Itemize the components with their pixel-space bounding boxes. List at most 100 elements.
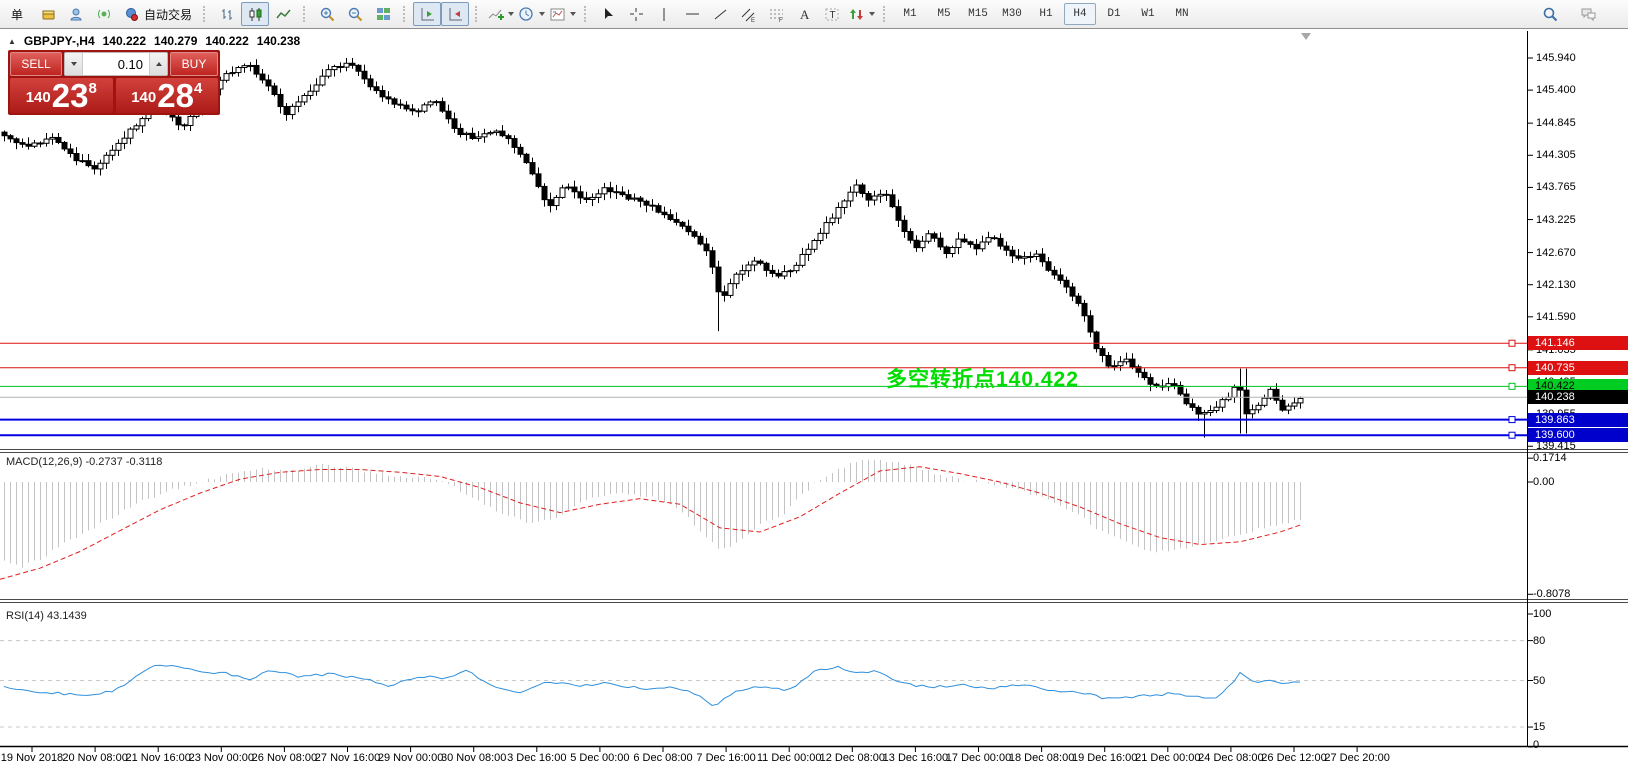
rsi-scale-label: 80 [1533,634,1546,647]
crosshair-button[interactable] [622,2,650,26]
line-chart-button[interactable] [269,2,297,26]
time-axis-label: 19 Dec 16:00 [1071,752,1138,764]
chat-button[interactable] [1574,2,1602,26]
autoscroll-icon [419,6,436,23]
timeframe-m5-button-label: M5 [937,8,951,20]
candlesticks [1,58,1304,438]
sell-price-display[interactable]: 140 23 8 [10,78,113,113]
bar-chart-button[interactable] [213,2,241,26]
level-handle-140.735[interactable] [1508,364,1516,372]
level-handle-140.422[interactable] [1508,382,1516,390]
timeframe-m5-button[interactable]: M5 [928,3,960,25]
timeframe-m1-button[interactable]: M1 [894,3,926,25]
periods-button[interactable] [516,2,547,26]
rsi-indicator-label: RSI(14) 43.1439 [6,610,87,622]
time-axis-label: 18 Dec 08:00 [1008,752,1075,764]
vertical-line-button[interactable] [650,2,678,26]
timeframe-w1-button[interactable]: W1 [1132,3,1164,25]
time-axis-label: 29 Nov 00:00 [377,752,444,764]
price-level-label: 140.735 [1528,360,1628,375]
ohlc-low: 140.222 [205,34,249,48]
signals-button[interactable] [90,2,118,26]
volume-input[interactable] [83,53,149,75]
toolbar-grip [203,6,209,22]
time-axis-label: 21 Dec 00:00 [1135,752,1201,764]
sell-button[interactable]: SELL [10,52,62,76]
tile-windows-button[interactable] [369,2,397,26]
toolbar-group-tools [469,0,578,28]
vertical-line-icon [656,6,673,23]
indicators-button[interactable] [485,2,516,26]
toolbar-grip [883,6,889,22]
arrows-button[interactable] [846,2,877,26]
terminal-icon [68,6,85,23]
candlestick-icon [247,6,264,23]
rsi-scale-label: 50 [1533,674,1546,687]
time-axis-label: 11 Dec 00:00 [756,752,822,764]
horizontal-line-button[interactable] [678,2,706,26]
signals-icon [96,6,113,23]
timeframe-h1-button[interactable]: H1 [1030,3,1062,25]
time-axis-label: 23 Nov 00:00 [188,752,255,764]
collapse-panel-icon[interactable]: ▲ [8,36,16,46]
timeframe-m15-button-label: M15 [968,8,988,20]
toolbar-right [1536,2,1628,26]
autotrading-button[interactable]: 自动交易 [118,2,197,26]
channel-button[interactable]: E [734,2,762,26]
new-order-button[interactable]: 单 [0,2,34,26]
volume-increase-button[interactable] [149,53,167,75]
rsi-scale-label: 0 [1533,739,1540,751]
volume-decrease-button[interactable] [65,53,83,75]
autoscroll-button[interactable] [413,2,442,26]
timeframe-h4-button[interactable]: H4 [1064,3,1097,25]
chart-text-annotation[interactable]: 多空转折点140.422 [886,368,1079,391]
price-axis-tick: 145.400 [1536,84,1576,97]
time-axis-label: 12 Dec 08:00 [819,752,886,764]
ohlc-open: 140.222 [102,34,147,48]
timeframe-m15-button[interactable]: M15 [962,3,994,25]
time-axis-label: 6 Dec 08:00 [633,752,693,764]
rsi-line [3,664,1301,706]
timeframe-d1-button-label: D1 [1107,8,1121,20]
timeframe-d1-button[interactable]: D1 [1098,3,1130,25]
time-axis-label: 27 Dec 20:00 [1324,752,1390,764]
price-axis-tick: 142.670 [1536,246,1576,259]
time-axis-label: 3 Dec 16:00 [507,752,567,764]
trendline-button[interactable] [706,2,734,26]
terminal-button[interactable] [62,2,90,26]
templates-button[interactable] [547,2,578,26]
fibonacci-button[interactable]: F [762,2,790,26]
macd-scale-label: 0.1714 [1533,452,1567,465]
price-axis-tick: 143.765 [1536,181,1576,194]
timeframe-m30-button[interactable]: M30 [996,3,1028,25]
buy-price-display[interactable]: 140 28 4 [115,78,218,113]
horizontal-line-icon [684,6,701,23]
autotrading-button-label: 自动交易 [144,7,193,22]
search-button[interactable] [1536,2,1564,26]
level-handle-141.146[interactable] [1508,339,1516,347]
zoom-out-button[interactable] [341,2,369,26]
arrows-icon [848,6,865,23]
cursor-button[interactable] [594,2,622,26]
timeframe-mn-button[interactable]: MN [1166,3,1198,25]
candlestick-button[interactable] [241,2,270,26]
svg-text:T: T [829,10,835,21]
label-button[interactable]: T [818,2,846,26]
zoom-in-button[interactable] [313,2,341,26]
time-axis-label: 21 Nov 16:00 [125,752,191,764]
templates-icon [549,6,566,23]
text-button[interactable]: A [790,2,818,26]
dropdown-caret-icon [869,12,876,16]
time-axis-label: 26 Dec 12:00 [1261,752,1327,764]
level-handle-139.863[interactable] [1508,416,1516,424]
metaeditor-icon [40,6,57,23]
price-axis-tick: 143.225 [1536,213,1576,226]
buy-button[interactable]: BUY [170,52,218,76]
chart-shift-marker[interactable] [1301,33,1311,40]
metaeditor-button[interactable] [34,2,62,26]
svg-text:E: E [751,18,755,23]
chart-shift-button[interactable] [441,2,470,26]
level-handle-139.600[interactable] [1508,431,1516,439]
